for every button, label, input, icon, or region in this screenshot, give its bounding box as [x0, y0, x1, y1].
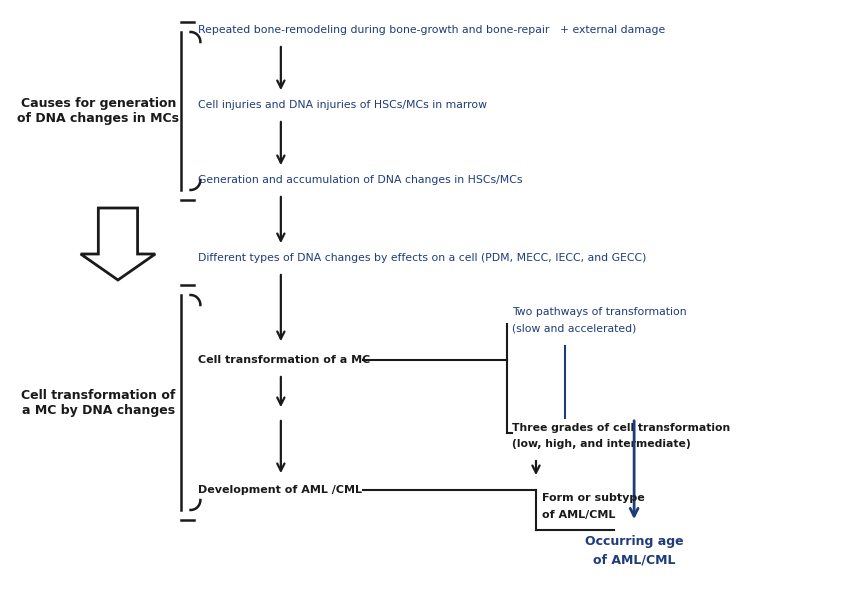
Text: (low, high, and intermediate): (low, high, and intermediate)	[513, 439, 691, 449]
Text: Cell transformation of
a MC by DNA changes: Cell transformation of a MC by DNA chang…	[21, 389, 175, 416]
Text: Occurring age: Occurring age	[585, 536, 683, 549]
Text: Causes for generation
of DNA changes in MCs: Causes for generation of DNA changes in …	[17, 97, 179, 125]
Text: Cell injuries and DNA injuries of HSCs/MCs in marrow: Cell injuries and DNA injuries of HSCs/M…	[198, 100, 487, 110]
Text: Development of AML /CML: Development of AML /CML	[198, 485, 362, 495]
Text: of AML/CML: of AML/CML	[541, 510, 615, 520]
Text: of AML/CML: of AML/CML	[592, 553, 676, 566]
Text: Different types of DNA changes by effects on a cell (PDM, MECC, IECC, and GECC): Different types of DNA changes by effect…	[198, 253, 647, 263]
Text: Two pathways of transformation: Two pathways of transformation	[513, 307, 687, 317]
Text: Three grades of cell transformation: Three grades of cell transformation	[513, 423, 731, 433]
Polygon shape	[81, 208, 156, 280]
Text: Repeated bone-remodeling during bone-growth and bone-repair   + external damage: Repeated bone-remodeling during bone-gro…	[198, 25, 666, 35]
Text: (slow and accelerated): (slow and accelerated)	[513, 323, 637, 333]
Text: Form or subtype: Form or subtype	[541, 493, 644, 503]
Text: Generation and accumulation of DNA changes in HSCs/MCs: Generation and accumulation of DNA chang…	[198, 175, 523, 185]
Text: Cell transformation of a MC: Cell transformation of a MC	[198, 355, 371, 365]
